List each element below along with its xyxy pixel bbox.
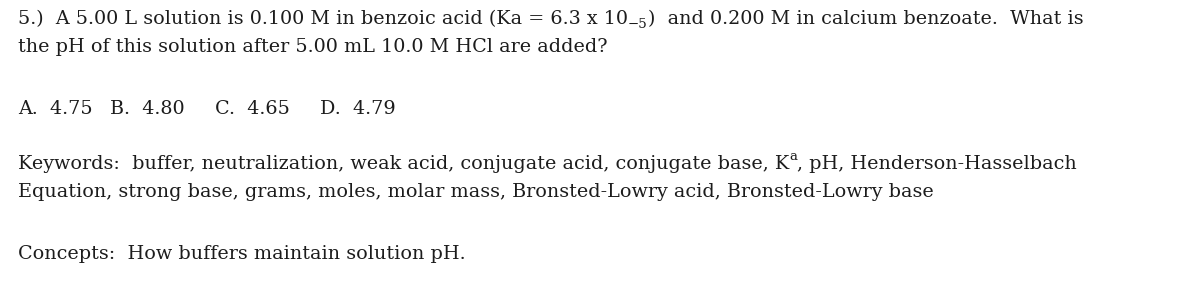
Text: A.  4.75: A. 4.75 [18, 100, 92, 118]
Text: −5: −5 [628, 18, 648, 31]
Text: C.  4.65: C. 4.65 [215, 100, 290, 118]
Text: 5.)  A 5.00 L solution is 0.100 M in benzoic acid (Ka = 6.3 x 10: 5.) A 5.00 L solution is 0.100 M in benz… [18, 10, 628, 28]
Text: the pH of this solution after 5.00 mL 10.0 M HCl are added?: the pH of this solution after 5.00 mL 10… [18, 38, 607, 56]
Text: Concepts:  How buffers maintain solution pH.: Concepts: How buffers maintain solution … [18, 245, 466, 263]
Text: a: a [790, 150, 797, 163]
Text: Keywords:  buffer, neutralization, weak acid, conjugate acid, conjugate base, K: Keywords: buffer, neutralization, weak a… [18, 155, 790, 173]
Text: )  and 0.200 M in calcium benzoate.  What is: ) and 0.200 M in calcium benzoate. What … [648, 10, 1084, 28]
Text: B.  4.80: B. 4.80 [110, 100, 185, 118]
Text: , pH, Henderson-Hasselbach: , pH, Henderson-Hasselbach [797, 155, 1078, 173]
Text: Equation, strong base, grams, moles, molar mass, Bronsted-Lowry acid, Bronsted-L: Equation, strong base, grams, moles, mol… [18, 183, 934, 201]
Text: D.  4.79: D. 4.79 [320, 100, 396, 118]
